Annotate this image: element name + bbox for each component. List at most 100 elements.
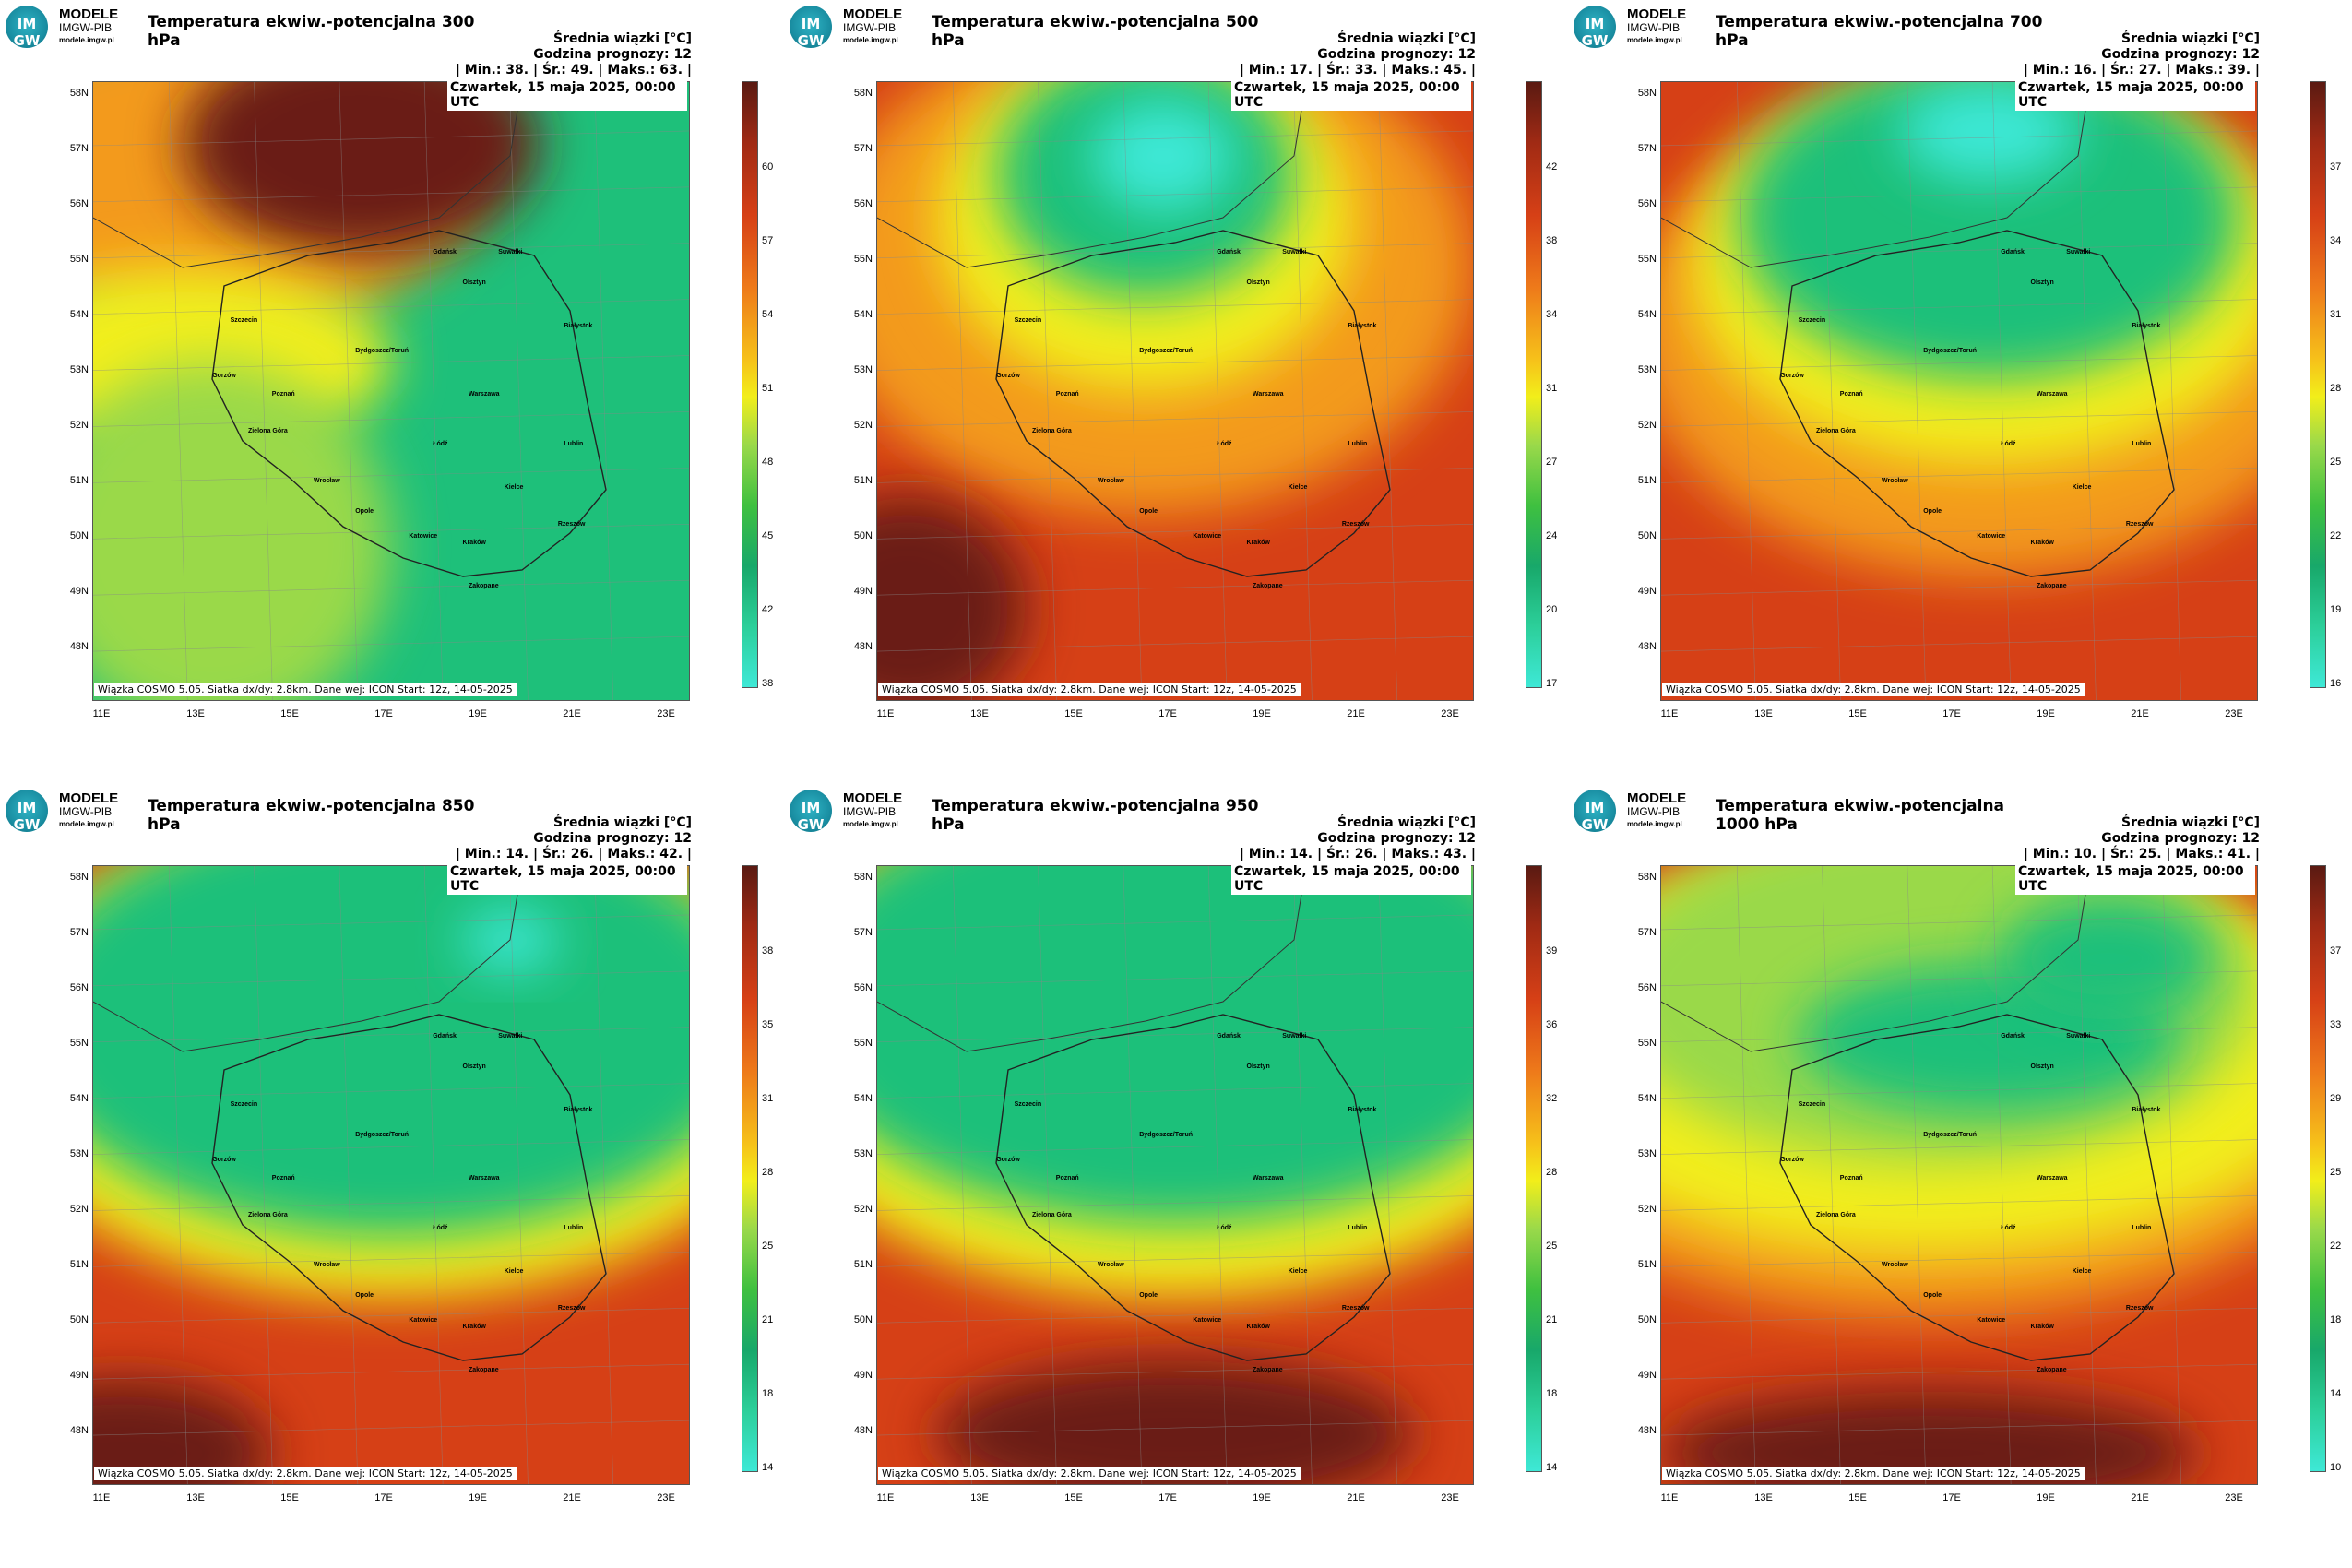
latitude-label: 52N	[853, 1204, 873, 1215]
colorbar-tick-label: 51	[762, 383, 774, 394]
longitude-label: 11E	[1660, 708, 1679, 719]
latitude-label: 57N	[69, 143, 89, 154]
latitude-label: 56N	[69, 982, 89, 993]
colorbar-tick-label: 38	[762, 945, 774, 956]
units-label: Średnia wiązki [°C]	[1337, 815, 1476, 830]
date-label: Czwartek, 15 maja 2025, 00:00 UTC	[2015, 79, 2255, 111]
city-label: Kraków	[1246, 1323, 1270, 1330]
latitude-label: 53N	[69, 364, 89, 375]
latitude-gridline	[877, 468, 1473, 483]
city-label: Łódź	[433, 440, 448, 447]
longitude-gridline	[2162, 866, 2182, 1484]
city-label: Bydgoszcz/Toruń	[1139, 1132, 1194, 1139]
city-label: Łódź	[1217, 440, 1232, 447]
model-footer: Wiązka COSMO 5.05. Siatka dx/dy: 2.8km. …	[878, 1467, 1301, 1480]
latitude-label: 54N	[69, 309, 89, 320]
latitude-label: 58N	[853, 872, 873, 883]
units-label: Średnia wiązki [°C]	[1337, 31, 1476, 46]
map-panel-2: IM GW MODELE IMGW-PIB modele.imgw.pl Tem…	[784, 0, 1568, 784]
city-label: Łódź	[1217, 1224, 1232, 1231]
longitude-gridline	[2162, 82, 2182, 700]
model-footer: Wiązka COSMO 5.05. Siatka dx/dy: 2.8km. …	[1662, 1467, 2085, 1480]
imgw-logo-icon: IM GW	[1574, 6, 1616, 49]
city-label: Gdańsk	[433, 248, 457, 255]
latitude-gridline	[877, 636, 1473, 652]
imgw-logo: IM GW MODELE IMGW-PIB modele.imgw.pl	[1574, 790, 1712, 834]
city-label: Bydgoszcz/Toruń	[1139, 348, 1194, 355]
map-panel-5: IM GW MODELE IMGW-PIB modele.imgw.pl Tem…	[784, 784, 1568, 1568]
latitude-label: 58N	[1637, 872, 1657, 883]
longitude-gridline	[254, 866, 273, 1484]
longitude-gridline	[1293, 866, 1313, 1484]
city-label: Wrocław	[314, 1261, 340, 1268]
latitude-label: 58N	[69, 88, 89, 99]
longitude-label: 19E	[2037, 1492, 2055, 1503]
longitude-gridline	[1907, 82, 1927, 700]
city-label: Olsztyn	[2030, 1063, 2054, 1071]
imgw-logo: IM GW MODELE IMGW-PIB modele.imgw.pl	[790, 6, 928, 50]
latitude-label: 58N	[853, 88, 873, 99]
city-label: Lublin	[564, 440, 584, 447]
city-label: Białystok	[1348, 323, 1377, 330]
city-label: Rzeszów	[2125, 1304, 2154, 1312]
latitude-label: 52N	[69, 1204, 89, 1215]
longitude-label: 15E	[280, 1492, 299, 1503]
latitude-gridline	[1661, 1139, 2257, 1155]
logo-line3: modele.imgw.pl	[1627, 820, 1682, 828]
city-label: Zakopane	[1252, 1366, 1283, 1373]
city-label: Kielce	[1288, 1267, 1308, 1275]
latitude-label: 50N	[1637, 1314, 1657, 1325]
map-panel-6: IM GW MODELE IMGW-PIB modele.imgw.pl Tem…	[1568, 784, 2352, 1568]
colorbar-tick-label: 25	[1546, 1241, 1558, 1252]
panel-info: Średnia wiązki [°C] Godzina prognozy: 12…	[456, 31, 692, 78]
colorbar-tick-label: 34	[2330, 235, 2342, 246]
latitude-gridline	[1661, 299, 2257, 315]
longitude-gridline	[168, 82, 188, 700]
logo-line3: modele.imgw.pl	[1627, 36, 1682, 44]
latitude-label: 51N	[69, 475, 89, 486]
map-area: Gdańsk Suwałki Olsztyn Szczecin Białystok Byd…	[92, 81, 690, 701]
city-label: Kielce	[504, 1267, 524, 1275]
longitude-label: 15E	[280, 708, 299, 719]
city-label: Warszawa	[468, 1175, 500, 1182]
city-label: Olsztyn	[1246, 279, 1270, 287]
field-region	[182, 82, 540, 255]
longitude-gridline	[423, 866, 444, 1484]
forecast-label: Godzina prognozy: 12	[533, 831, 692, 846]
colorbar-tick-label: 36	[1546, 1019, 1558, 1030]
city-label: Kielce	[2072, 1267, 2092, 1275]
latitude-gridline	[93, 1252, 689, 1267]
longitude-label: 17E	[1942, 708, 1961, 719]
city-label: Gdańsk	[1217, 248, 1241, 255]
forecast-label: Godzina prognozy: 12	[1317, 47, 1476, 62]
map-panel-4: IM GW MODELE IMGW-PIB modele.imgw.pl Tem…	[0, 784, 784, 1568]
city-label: Kielce	[1288, 483, 1308, 491]
field-map	[1661, 866, 2257, 1484]
longitude-gridline	[509, 866, 529, 1484]
longitude-label: 23E	[657, 708, 675, 719]
logo-line3: modele.imgw.pl	[59, 820, 114, 828]
panel-info: Średnia wiązki [°C] Godzina prognozy: 12…	[456, 815, 692, 862]
latitude-label: 57N	[1637, 927, 1657, 938]
city-label: Zielona Góra	[1815, 428, 1856, 435]
city-label: Poznań	[271, 391, 295, 398]
map-panel-3: IM GW MODELE IMGW-PIB modele.imgw.pl Tem…	[1568, 0, 2352, 784]
latitude-label: 51N	[853, 475, 873, 486]
city-label: Szczecin	[230, 316, 258, 324]
latitude-label: 53N	[853, 364, 873, 375]
imgw-logo-icon: IM GW	[6, 790, 48, 833]
longitude-gridline	[952, 866, 972, 1484]
longitude-label: 11E	[876, 708, 895, 719]
date-label: Czwartek, 15 maja 2025, 00:00 UTC	[1231, 79, 1471, 111]
logo-line2: IMGW-PIB	[59, 21, 113, 34]
colorbar-tick-label: 42	[762, 604, 774, 615]
longitude-gridline	[952, 82, 972, 700]
colorbar-tick-label: 18	[1546, 1388, 1558, 1399]
field-region	[877, 866, 1473, 1225]
panel-title: Temperatura ekwiw.-potencjalna 500 hPa	[932, 13, 1259, 50]
longitude-label: 13E	[1754, 1492, 1773, 1503]
latitude-label: 58N	[69, 872, 89, 883]
colorbar-tick-label: 32	[1546, 1093, 1558, 1104]
colorbar-tick-label: 19	[2330, 604, 2342, 615]
latitude-gridline	[93, 523, 689, 540]
